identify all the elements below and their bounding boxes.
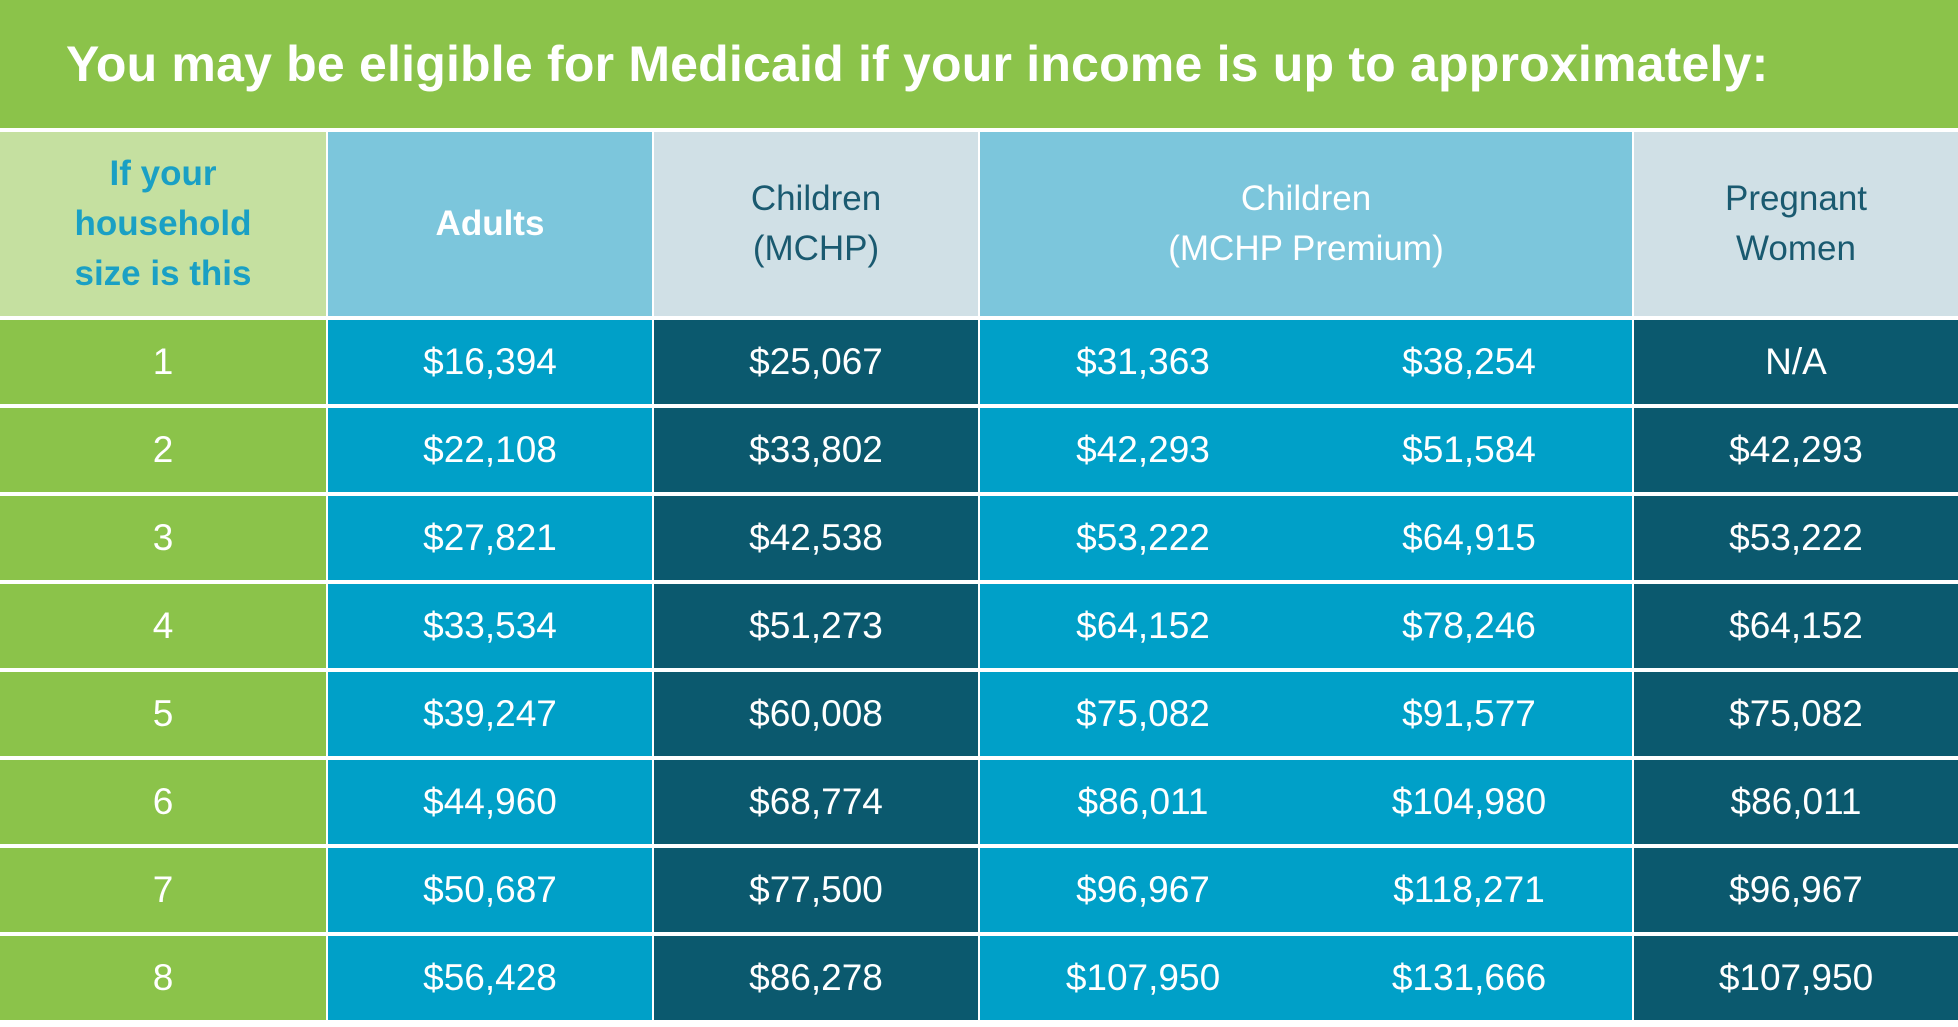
cell-pregnant-women: $42,293 <box>1634 408 1958 492</box>
cell-children-premium-high: $131,666 <box>1306 936 1632 1020</box>
header-household-size-line-3: size is this <box>74 254 252 293</box>
cell-pregnant-women: N/A <box>1634 320 1958 404</box>
header-adults-label: Adults <box>435 204 545 243</box>
header-pregnant-line-2: Women <box>1736 229 1856 268</box>
cell-adults: $50,687 <box>328 848 652 932</box>
cell-adults: $44,960 <box>328 760 652 844</box>
cell-children-premium-low: $107,950 <box>980 936 1306 1020</box>
header-children-mchp-line-1: Children <box>750 179 882 218</box>
header-household-size: If your household size is this <box>0 132 326 316</box>
cell-household-size: 8 <box>0 936 326 1020</box>
header-pregnant-women: Pregnant Women <box>1634 132 1958 316</box>
header-children-mchp-line-2: (MCHP) <box>752 229 880 268</box>
cell-children-mchp: $86,278 <box>654 936 978 1020</box>
cell-children-mchp: $68,774 <box>654 760 978 844</box>
cell-pregnant-women: $96,967 <box>1634 848 1958 932</box>
cell-adults: $56,428 <box>328 936 652 1020</box>
cell-adults: $27,821 <box>328 496 652 580</box>
cell-children-mchp: $60,008 <box>654 672 978 756</box>
header-children-mchp-premium: Children (MCHP Premium) <box>980 132 1632 316</box>
cell-adults: $22,108 <box>328 408 652 492</box>
cell-children-premium-high: $78,246 <box>1306 584 1632 668</box>
cell-children-mchp: $33,802 <box>654 408 978 492</box>
cell-household-size: 5 <box>0 672 326 756</box>
header-children-mchp: Children (MCHP) <box>654 132 978 316</box>
cell-household-size: 3 <box>0 496 326 580</box>
cell-children-mchp: $42,538 <box>654 496 978 580</box>
eligibility-table: If your household size is this Adults Ch… <box>0 132 1958 1027</box>
cell-children-premium-low: $42,293 <box>980 408 1306 492</box>
header-household-size-line-2: household <box>74 204 252 243</box>
cell-adults: $33,534 <box>328 584 652 668</box>
cell-children-mchp: $51,273 <box>654 584 978 668</box>
cell-pregnant-women: $64,152 <box>1634 584 1958 668</box>
cell-children-mchp: $25,067 <box>654 320 978 404</box>
cell-pregnant-women: $107,950 <box>1634 936 1958 1020</box>
cell-children-premium-low: $96,967 <box>980 848 1306 932</box>
cell-household-size: 4 <box>0 584 326 668</box>
cell-adults: $16,394 <box>328 320 652 404</box>
cell-adults: $39,247 <box>328 672 652 756</box>
header-adults: Adults <box>328 132 652 316</box>
cell-children-premium-low: $31,363 <box>980 320 1306 404</box>
cell-household-size: 7 <box>0 848 326 932</box>
header-children-premium-line-2: (MCHP Premium) <box>1168 229 1444 268</box>
cell-children-premium-low: $53,222 <box>980 496 1306 580</box>
cell-household-size: 1 <box>0 320 326 404</box>
cell-household-size: 2 <box>0 408 326 492</box>
cell-children-premium-high: $118,271 <box>1306 848 1632 932</box>
cell-pregnant-women: $75,082 <box>1634 672 1958 756</box>
header-children-premium-line-1: Children <box>1240 179 1372 218</box>
cell-pregnant-women: $86,011 <box>1634 760 1958 844</box>
title-bar: You may be eligible for Medicaid if your… <box>0 0 1958 128</box>
cell-children-premium-high: $104,980 <box>1306 760 1632 844</box>
cell-children-premium-low: $86,011 <box>980 760 1306 844</box>
cell-children-premium-low: $64,152 <box>980 584 1306 668</box>
cell-children-premium-low: $75,082 <box>980 672 1306 756</box>
cell-household-size: 6 <box>0 760 326 844</box>
cell-pregnant-women: $53,222 <box>1634 496 1958 580</box>
page-title: You may be eligible for Medicaid if your… <box>66 36 1769 92</box>
cell-children-premium-high: $91,577 <box>1306 672 1632 756</box>
cell-children-mchp: $77,500 <box>654 848 978 932</box>
cell-children-premium-high: $51,584 <box>1306 408 1632 492</box>
header-pregnant-line-1: Pregnant <box>1724 179 1868 218</box>
cell-children-premium-high: $38,254 <box>1306 320 1632 404</box>
header-household-size-line-1: If your <box>109 154 217 193</box>
cell-children-premium-high: $64,915 <box>1306 496 1632 580</box>
